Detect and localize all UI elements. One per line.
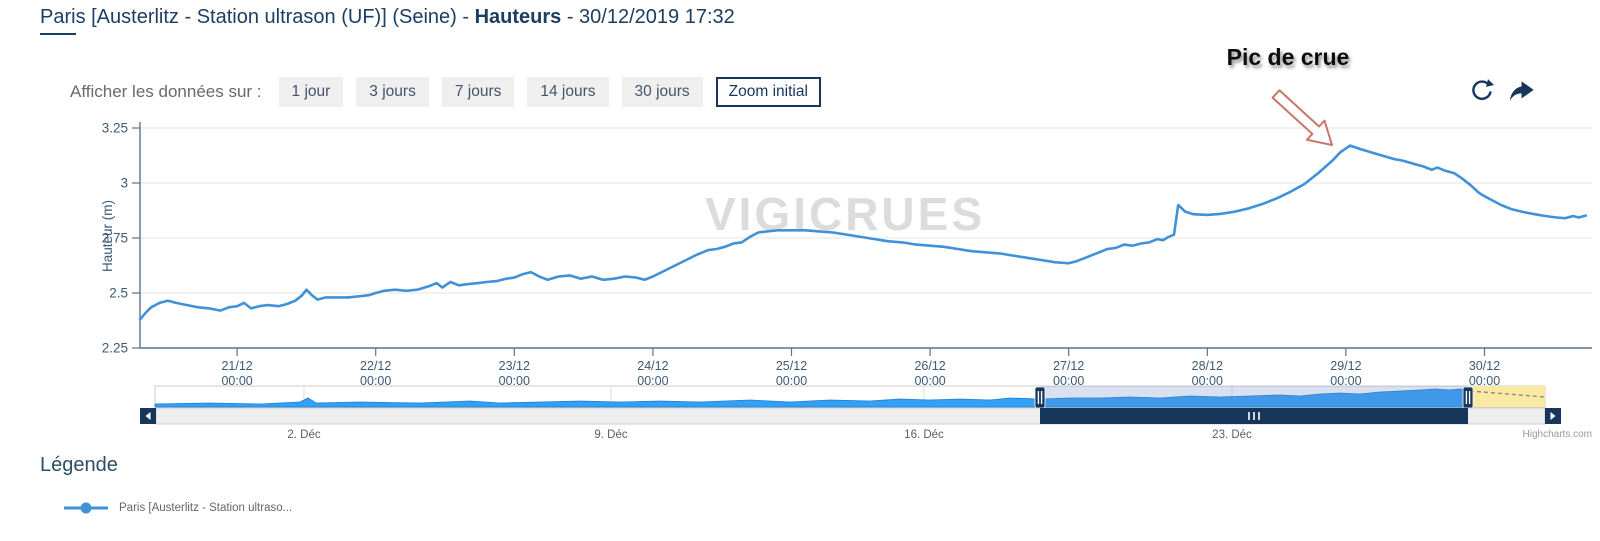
x-tick-date: 30/12 (1469, 359, 1500, 373)
water-level-series[interactable] (138, 144, 1587, 321)
x-tick-date: 24/12 (637, 359, 668, 373)
nav-left-handle[interactable] (1034, 386, 1046, 409)
nav-tick-label: 9. Déc (594, 429, 627, 441)
title-station: Paris [Austerlitz - Station ultrason (UF… (40, 6, 475, 28)
page-title: Paris [Austerlitz - Station ultrason (UF… (40, 6, 735, 29)
y-tick-label: 2.75 (102, 231, 128, 246)
x-tick-date: 21/12 (221, 359, 252, 373)
nav-forecast-dashed-line (1469, 390, 1546, 398)
legend-item-label: Paris [Austerlitz - Station ultraso... (119, 502, 293, 514)
flood-peak-arrow (1271, 89, 1333, 146)
vigicrues-watermark: VIGICRUES (705, 188, 985, 240)
zoom-initial-button[interactable]: Zoom initial (715, 77, 821, 107)
y-tick-label: 2.25 (102, 341, 128, 356)
x-tick-time: 00:00 (637, 374, 668, 388)
nav-selection-mask[interactable] (1040, 386, 1468, 407)
range-button-30-jours[interactable]: 30 jours (621, 77, 703, 107)
nav-forecast-band (1470, 386, 1545, 407)
y-tick-label: 3.25 (102, 121, 128, 136)
y-tick-label: 2.5 (109, 286, 128, 301)
x-tick-time: 00:00 (1192, 374, 1223, 388)
navigator[interactable]: 2. Déc 9. Déc 16. Déc 23. Déc (140, 385, 1561, 441)
range-button-3-jours[interactable]: 3 jours (356, 77, 429, 107)
gridlines (140, 127, 1592, 294)
nav-right-handle[interactable] (1462, 386, 1474, 409)
range-button-7-jours[interactable]: 7 jours (441, 77, 515, 107)
x-tick-date: 29/12 (1330, 359, 1361, 373)
x-tick-date: 23/12 (499, 359, 530, 373)
range-buttons: 1 jour 3 jours 7 jours 14 jours 30 jours (278, 77, 703, 107)
nav-tick-label: 23. Déc (1212, 429, 1252, 441)
flood-peak-annotation: Pic de crue (1226, 44, 1350, 70)
nav-mini-series (154, 388, 1469, 408)
x-tick-date: 22/12 (360, 359, 391, 373)
y-tick-label: 3 (120, 176, 128, 191)
axes (132, 122, 1592, 356)
x-tick-date: 26/12 (914, 359, 945, 373)
x-tick-time: 00:00 (1469, 374, 1500, 388)
x-tick-time: 00:00 (1053, 374, 1084, 388)
y-axis-title: Hauteur (m) (100, 200, 115, 272)
nav-tick-label: 2. Déc (287, 429, 320, 441)
legend-marker-icon (64, 502, 108, 514)
range-controls: Afficher les données sur : 1 jour 3 jours… (70, 77, 821, 107)
x-tick-time: 00:00 (360, 374, 391, 388)
x-tick-date: 25/12 (776, 359, 807, 373)
range-button-14-jours[interactable]: 14 jours (527, 77, 609, 107)
range-controls-label: Afficher les données sur : (70, 82, 262, 101)
nav-tick-label: 16. Déc (904, 429, 944, 441)
legend-heading: Légende (40, 454, 118, 476)
legend-item[interactable]: Paris [Austerlitz - Station ultraso... (63, 501, 292, 515)
refresh-icon[interactable] (1468, 78, 1494, 104)
range-button-1-jour[interactable]: 1 jour (278, 77, 344, 107)
x-tick-time: 00:00 (221, 374, 252, 388)
x-tick-time: 00:00 (499, 374, 530, 388)
x-tick-time: 00:00 (914, 374, 945, 388)
x-tick-time: 00:00 (776, 374, 807, 388)
x-tick-date: 27/12 (1053, 359, 1084, 373)
nav-scroll-right-button[interactable] (1545, 408, 1561, 424)
title-measure: Hauteurs (474, 6, 562, 28)
title-datetime: - 30/12/2019 17:32 (561, 6, 735, 28)
share-icon[interactable] (1506, 80, 1536, 102)
nav-scroll-left-button[interactable] (140, 408, 156, 424)
title-underline (40, 33, 76, 35)
highcharts-credit[interactable]: Highcharts.com (1523, 429, 1592, 440)
x-tick-date: 28/12 (1192, 359, 1223, 373)
x-tick-time: 00:00 (1330, 374, 1361, 388)
